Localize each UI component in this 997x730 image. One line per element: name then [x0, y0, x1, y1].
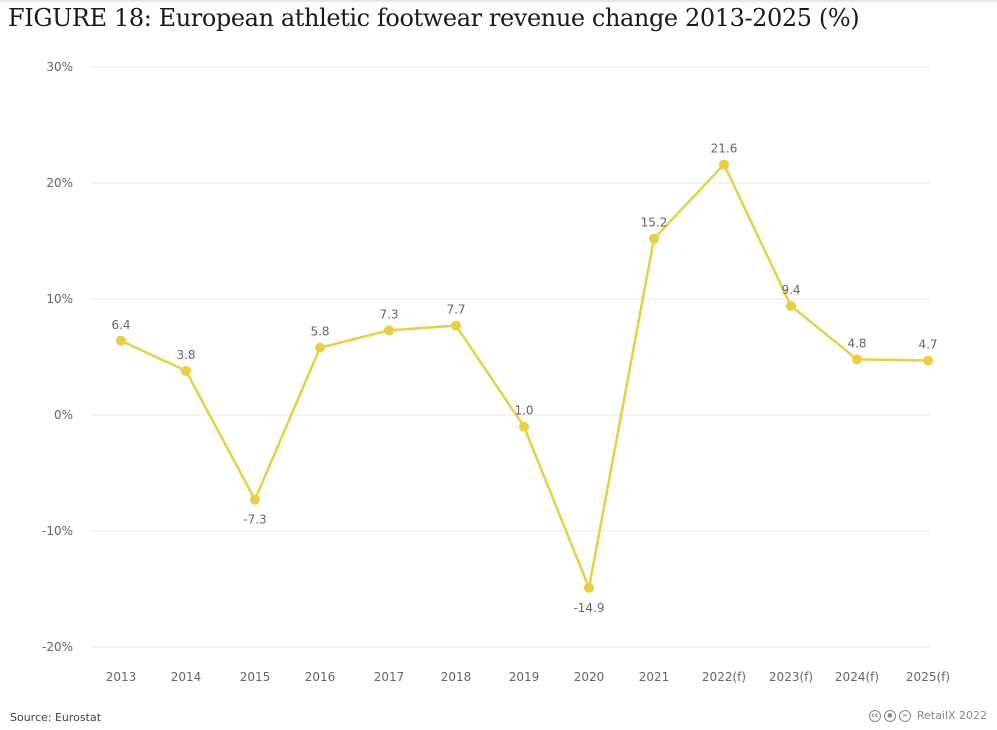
no-derivatives-icon: =: [898, 709, 911, 722]
credit-text: RetailX 2022: [916, 709, 987, 722]
data-point: [649, 233, 659, 244]
data-label: 5.8: [310, 325, 329, 339]
top-border: [0, 0, 997, 2]
y-tick-label: 10%: [46, 292, 73, 306]
x-tick-label: 2020: [574, 670, 605, 684]
data-point: [181, 365, 191, 376]
y-tick-label: 30%: [46, 60, 73, 74]
y-tick-label: -20%: [42, 640, 73, 654]
data-label: 4.8: [847, 336, 866, 350]
x-tick-label: 2018: [441, 670, 472, 684]
x-tick-label: 2013: [106, 670, 137, 684]
data-label: 7.3: [379, 307, 398, 321]
data-label: 21.6: [711, 141, 738, 155]
data-point: [116, 335, 126, 346]
data-label: 3.8: [176, 348, 195, 362]
line-chart: 30% 20% 10% 0% -10% -20% 2013 2014 2015 2016 2017 2…: [42, 60, 950, 684]
x-tick-label: 2024(f): [835, 670, 879, 684]
y-tick-label: -10%: [42, 524, 73, 538]
data-point: [250, 494, 260, 505]
data-point: [923, 355, 933, 366]
data-point: [315, 342, 325, 353]
x-tick-label: 2021: [639, 670, 670, 684]
data-label: -7.3: [243, 513, 266, 527]
credit: cc ● = RetailX 2022: [868, 709, 987, 722]
data-label: 4.7: [918, 337, 937, 351]
x-tick-label: 2019: [509, 670, 540, 684]
x-tick-label: 2016: [305, 670, 336, 684]
data-point: [584, 582, 594, 593]
data-label: 1.0: [514, 404, 533, 418]
chart-title: FIGURE 18: European athletic footwear re…: [8, 4, 860, 32]
data-label: 6.4: [111, 318, 130, 332]
x-tick-label: 2017: [374, 670, 405, 684]
cc-icon: cc: [868, 709, 881, 722]
data-label: 9.4: [781, 283, 800, 297]
x-tick-label: 2022(f): [702, 670, 746, 684]
data-point: [852, 354, 862, 365]
data-point: [451, 320, 461, 331]
data-point: [519, 421, 529, 432]
series-line: [120, 163, 929, 590]
data-point: [719, 159, 729, 170]
source-note: Source: Eurostat: [10, 711, 102, 724]
data-point: [786, 300, 796, 311]
x-tick-label: 2014: [171, 670, 202, 684]
y-tick-label: 20%: [46, 176, 73, 190]
data-label: -14.9: [573, 601, 604, 615]
data-label: 7.7: [446, 303, 465, 317]
attribution-icon: ●: [883, 709, 896, 722]
data-point: [384, 325, 394, 336]
y-tick-label: 0%: [54, 408, 73, 422]
data-label: 15.2: [641, 216, 668, 230]
x-tick-label: 2023(f): [769, 670, 813, 684]
x-tick-label: 2015: [240, 670, 271, 684]
x-tick-label: 2025(f): [906, 670, 950, 684]
